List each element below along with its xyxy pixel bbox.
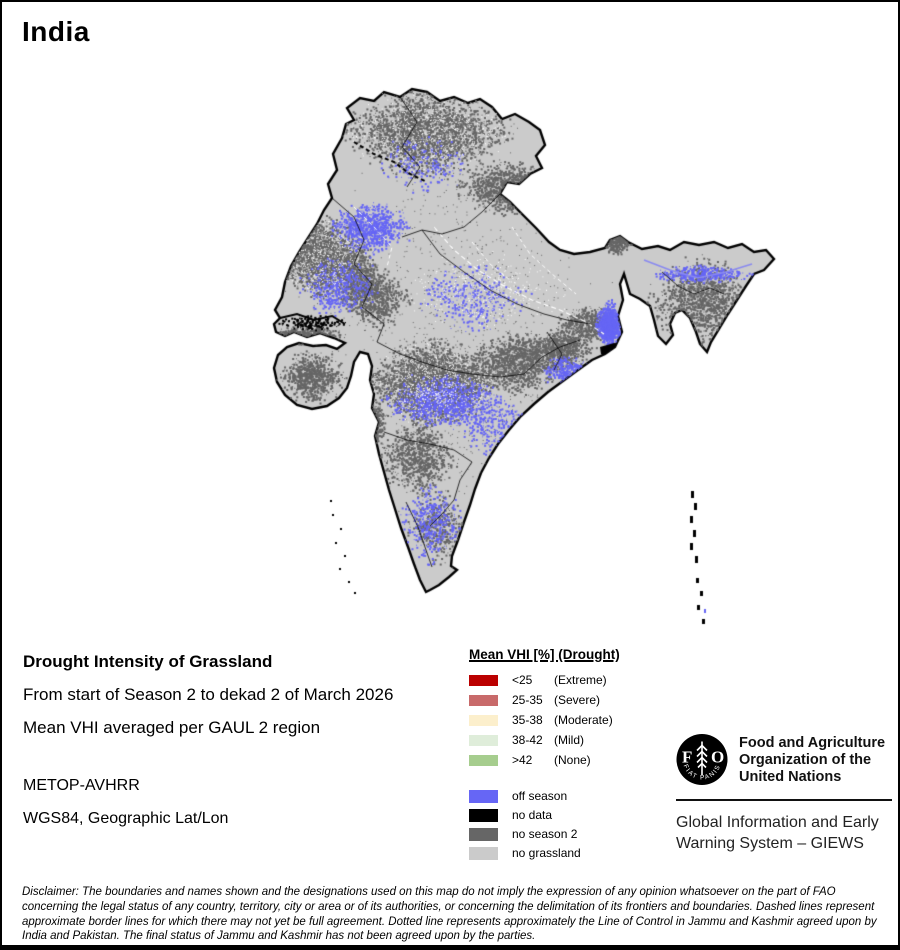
legend-mask-row: no data bbox=[469, 808, 684, 822]
map-subject-title: Drought Intensity of Grassland bbox=[23, 652, 273, 671]
legend-qualifier: (None) bbox=[554, 753, 591, 767]
legend-swatch-no-grassland bbox=[469, 846, 498, 860]
legend-title: Mean VHI [%] (Drought) bbox=[469, 647, 620, 662]
legend-mask-label: off season bbox=[512, 789, 568, 803]
legend-value: 35-38 bbox=[512, 713, 543, 727]
legend-swatch-extreme bbox=[469, 674, 498, 686]
legend-swatch-no-data bbox=[469, 808, 498, 822]
fao-org-name: Food and Agriculture Organization of the… bbox=[739, 735, 885, 786]
branding-divider bbox=[676, 799, 892, 801]
fao-org-line: Organization of the bbox=[739, 752, 872, 768]
giews-line: Warning System – GIEWS bbox=[676, 835, 864, 852]
map-aggregation-text: Mean VHI averaged per GAUL 2 region bbox=[23, 718, 321, 737]
legend-qualifier: (Mild) bbox=[554, 733, 584, 747]
giews-title: Global Information and Early Warning Sys… bbox=[676, 812, 892, 854]
legend-class-row: <25 (Extreme) bbox=[469, 673, 684, 687]
legend-value: <25 bbox=[512, 673, 533, 687]
legend-swatch-moderate bbox=[469, 714, 498, 726]
legend-swatch-mild bbox=[469, 734, 498, 746]
legend-value: >42 bbox=[512, 753, 533, 767]
legend-swatch-none bbox=[469, 754, 498, 766]
legend-qualifier: (Extreme) bbox=[554, 673, 607, 687]
svg-text:O: O bbox=[711, 748, 724, 767]
fao-org-line: Food and Agriculture bbox=[739, 735, 886, 751]
fao-org-line: United Nations bbox=[739, 769, 842, 785]
map-info-block: Drought Intensity of Grassland From star… bbox=[23, 652, 463, 751]
legend-class-row: 35-38 (Moderate) bbox=[469, 713, 684, 727]
legend-mask-row: off season bbox=[469, 789, 684, 803]
page-title: India bbox=[22, 16, 90, 47]
legend-swatch-no-season2 bbox=[469, 827, 498, 841]
map-meta-block: METOP-AVHRR WGS84, Geographic Lat/Lon bbox=[23, 777, 363, 843]
legend-value: 25-35 bbox=[512, 693, 543, 707]
svg-text:F: F bbox=[682, 748, 692, 767]
legend: Mean VHI [%] (Drought) <25 (Extreme) 25-… bbox=[469, 647, 684, 865]
sensor-text: METOP-AVHRR bbox=[23, 777, 140, 794]
india-drought-map bbox=[265, 80, 785, 636]
legend-class-row: 25-35 (Severe) bbox=[469, 693, 684, 707]
legend-mask-label: no season 2 bbox=[512, 827, 578, 841]
projection-text: WGS84, Geographic Lat/Lon bbox=[23, 810, 229, 827]
legend-mask-label: no grassland bbox=[512, 846, 581, 860]
legend-mask-row: no season 2 bbox=[469, 827, 684, 841]
legend-qualifier: (Severe) bbox=[554, 693, 601, 707]
giews-line: Global Information and Early bbox=[676, 814, 879, 831]
legend-class-row: 38-42 (Mild) bbox=[469, 733, 684, 747]
legend-mask-label: no data bbox=[512, 808, 553, 822]
legend-class-row: >42 (None) bbox=[469, 753, 684, 767]
map-period-text: From start of Season 2 to dekad 2 of Mar… bbox=[23, 685, 394, 704]
legend-value: 38-42 bbox=[512, 733, 543, 747]
legend-qualifier: (Moderate) bbox=[554, 713, 613, 727]
legend-swatch-off-season bbox=[469, 789, 498, 803]
disclaimer-text: Disclaimer: The boundaries and names sho… bbox=[22, 886, 877, 943]
fao-branding-block: F O FIAT PANIS Food and Agriculture Orga… bbox=[676, 733, 892, 854]
legend-mask-row: no grassland bbox=[469, 846, 684, 860]
fao-logo-icon: F O FIAT PANIS bbox=[676, 734, 728, 785]
legend-swatch-severe bbox=[469, 694, 498, 706]
